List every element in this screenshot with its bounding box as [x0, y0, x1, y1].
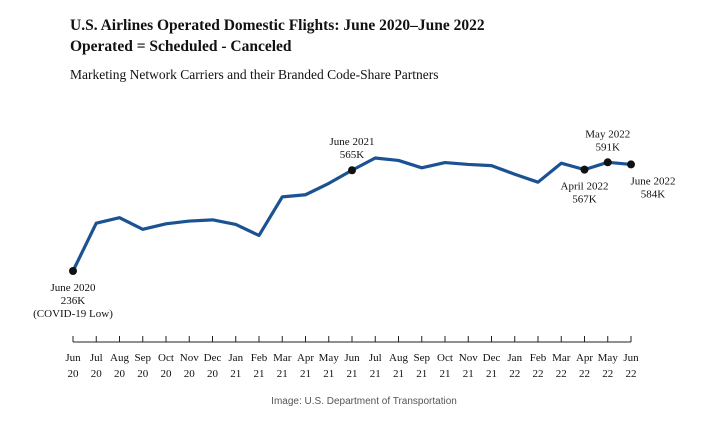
annotation-label: June 2021 — [330, 136, 375, 148]
x-tick-label-month: Aug — [389, 352, 408, 364]
x-tick-label-year: 21 — [440, 368, 451, 380]
x-tick-label-month: Jan — [228, 352, 243, 364]
annotation-label: 565K — [340, 149, 365, 161]
x-tick-label-year: 22 — [626, 368, 637, 380]
x-tick-label-month: Apr — [576, 352, 593, 364]
x-tick-label-month: Jul — [90, 352, 103, 364]
annotation-label: 567K — [572, 194, 597, 206]
x-tick-label-year: 21 — [300, 368, 311, 380]
annotation-marker — [348, 166, 356, 175]
x-tick-label-year: 21 — [277, 368, 288, 380]
x-tick-label-month: Mar — [552, 352, 571, 364]
chart-title-line-1: U.S. Airlines Operated Domestic Flights:… — [70, 17, 485, 34]
x-tick-label-year: 20 — [161, 368, 173, 380]
x-tick-label-month: Sep — [135, 352, 152, 364]
x-tick-label-month: Jun — [65, 352, 81, 364]
x-tick-label-year: 22 — [509, 368, 520, 380]
annotation-label: 584K — [641, 188, 666, 200]
annotation-marker — [603, 158, 612, 167]
x-tick-label-month: Sep — [414, 352, 431, 364]
x-tick-label-month: Mar — [273, 352, 292, 364]
x-tick-label-month: Feb — [251, 352, 268, 364]
x-tick-label-year: 21 — [486, 368, 497, 380]
x-tick-label-year: 20 — [137, 368, 149, 380]
x-tick-label-year: 21 — [463, 368, 474, 380]
x-tick-label-month: Aug — [110, 352, 129, 364]
x-tick-label-month: Oct — [158, 352, 174, 364]
annotation-label: (COVID-19 Low) — [33, 308, 113, 320]
x-tick-label-year: 20 — [184, 368, 196, 380]
x-tick-label-year: 20 — [114, 368, 126, 380]
x-tick-label-year: 21 — [393, 368, 404, 380]
annotation-marker — [69, 267, 77, 275]
series-line — [71, 156, 633, 273]
x-tick-label-year: 21 — [323, 368, 334, 380]
x-tick-label-year: 20 — [68, 368, 80, 380]
chart-title: U.S. Airlines Operated Domestic Flights:… — [70, 15, 485, 57]
chart-title-line-2: Operated = Scheduled - Canceled — [70, 38, 292, 55]
x-tick-label-year: 22 — [579, 368, 590, 380]
x-tick-label-month: May — [319, 352, 340, 364]
x-tick-label-month: Jan — [507, 352, 522, 364]
x-tick-label-year: 21 — [370, 368, 381, 380]
x-tick-label-month: Apr — [297, 352, 314, 364]
chart-subtitle: Marketing Network Carriers and their Bra… — [70, 67, 439, 82]
x-tick-label-year: 21 — [347, 368, 358, 380]
x-tick-label-month: Oct — [437, 352, 453, 364]
x-tick-label-year: 21 — [254, 368, 265, 380]
annotation-label: April 2022 — [561, 181, 609, 193]
x-tick-label-year: 22 — [533, 368, 544, 380]
annotation-label: June 2022 — [631, 175, 676, 187]
annotation-marker — [627, 160, 635, 169]
x-tick-label-month: Jun — [623, 352, 639, 364]
annotation-marker — [580, 165, 589, 174]
x-tick-label-month: Nov — [459, 352, 478, 364]
x-tick-label-month: Feb — [530, 352, 547, 364]
x-tick-label-month: Jun — [344, 352, 360, 364]
annotation-label: June 2020 — [51, 282, 96, 294]
x-tick-label-month: Nov — [180, 352, 199, 364]
x-tick-label-year: 21 — [230, 368, 241, 380]
x-tick-label-month: Dec — [204, 352, 222, 364]
x-tick-label-year: 22 — [556, 368, 567, 380]
x-tick-label-year: 21 — [416, 368, 427, 380]
annotation-label: May 2022 — [585, 128, 630, 140]
image-source-credit: Image: U.S. Department of Transportation — [271, 396, 457, 407]
x-tick-label-year: 22 — [602, 368, 613, 380]
annotation-label: 236K — [61, 295, 86, 307]
annotation-label: 591K — [596, 141, 621, 153]
x-tick-label-month: Dec — [483, 352, 501, 364]
x-tick-label-year: 20 — [207, 368, 219, 380]
x-tick-label-month: Jul — [369, 352, 382, 364]
x-tick-label-year: 20 — [91, 368, 103, 380]
x-tick-label-month: May — [598, 352, 619, 364]
